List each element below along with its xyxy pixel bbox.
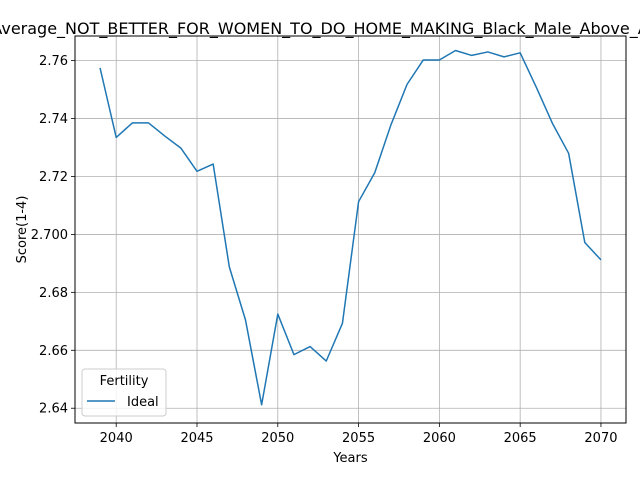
y-tick-label: 2.64 — [39, 402, 68, 417]
y-axis-label: Score(1-4) — [15, 196, 30, 264]
x-tick-label: 2060 — [423, 431, 456, 446]
x-tick-label: 2050 — [261, 431, 294, 446]
y-tick-label: 2.68 — [39, 286, 68, 301]
x-axis-label: Years — [332, 451, 368, 466]
grid — [75, 36, 626, 423]
y-tick-label: 2.74 — [39, 112, 68, 127]
y-tick-label: 2.76 — [39, 54, 68, 69]
y-tick-label: 2.700 — [31, 228, 68, 243]
y-tick-label: 2.66 — [39, 344, 68, 359]
series-layer — [100, 50, 601, 404]
x-tick-label: 2040 — [100, 431, 133, 446]
legend-label-ideal: Ideal — [127, 395, 159, 410]
x-tick-label: 2070 — [584, 431, 617, 446]
x-tick-label: 2065 — [504, 431, 537, 446]
legend-title: Fertility — [100, 374, 149, 389]
x-tick-label: 2055 — [342, 431, 375, 446]
legend: Fertility Ideal — [82, 369, 166, 416]
y-tick-label: 2.72 — [39, 170, 68, 185]
series-line-ideal — [100, 50, 601, 404]
x-tick-label: 2045 — [180, 431, 213, 446]
plot-frame — [75, 36, 626, 423]
